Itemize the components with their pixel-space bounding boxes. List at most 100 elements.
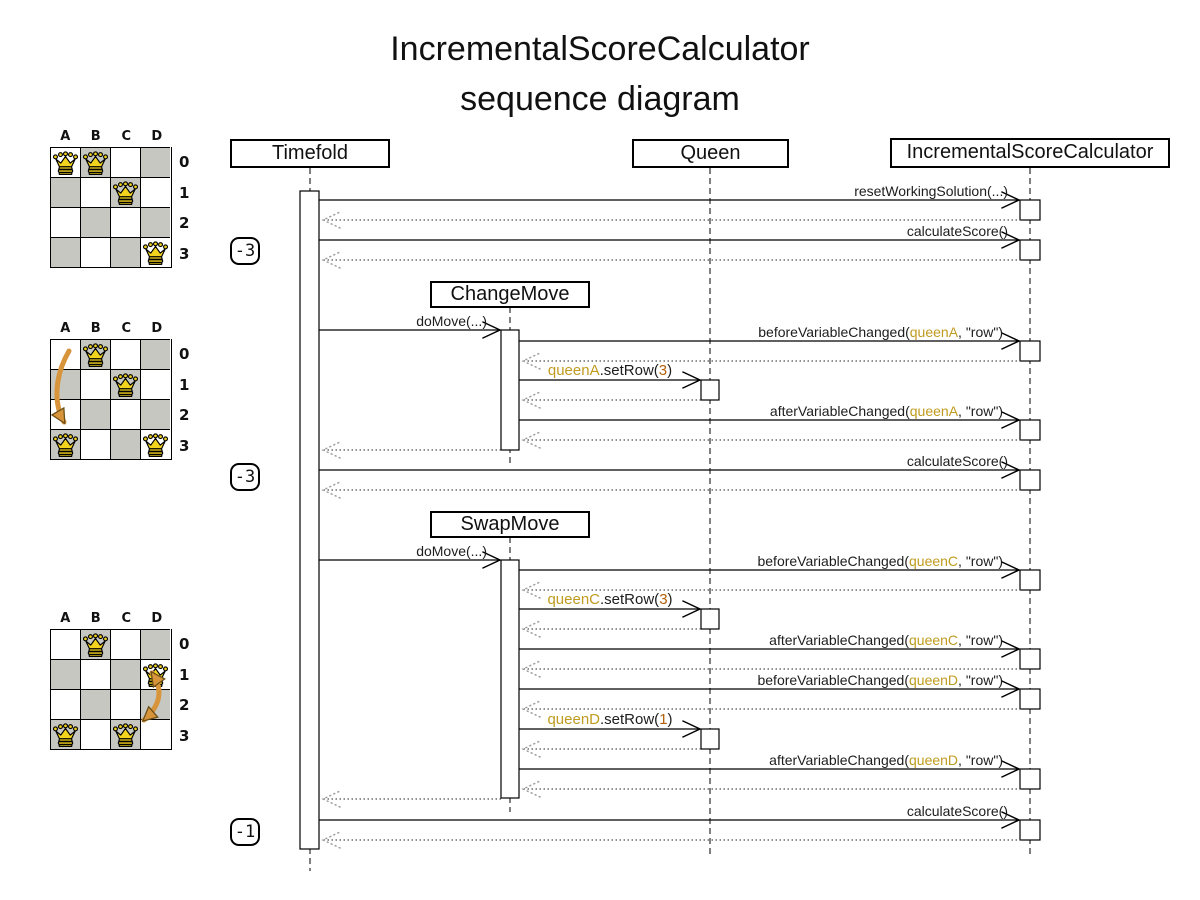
board-cell-A1 [50,659,80,689]
board-cell-B0 [80,147,110,177]
board-cell-D0 [140,339,170,369]
column-label-D: D [151,321,163,336]
queen-icon [82,151,109,176]
board-cell-D3 [140,429,170,459]
column-label-A: A [60,321,71,336]
board-cell-C1 [110,659,140,689]
activation-calculator [1019,419,1041,441]
row-label-2: 2 [179,696,190,714]
board-cell-C3 [110,429,140,459]
activation-calculator [1019,469,1041,491]
queen-icon [112,373,139,398]
board-cell-A2 [50,207,80,237]
message-label-set-row-d: queenD.setRow(1) [547,711,673,728]
column-label-A: A [60,611,71,626]
board-cell-A0 [50,147,80,177]
column-label-D: D [151,611,163,626]
activation-calculator [1019,199,1041,221]
board-cell-B1 [80,659,110,689]
activation-queen [700,728,720,750]
activation-calculator [1019,768,1041,790]
diagram-title-line1: IncrementalScoreCalculator [390,30,810,68]
message-label-do-move-2: doMove(...) [416,543,487,559]
board-cell-D1 [140,177,170,207]
diagram-title: IncrementalScoreCalculator sequence diag… [0,24,1200,124]
activation-calculator [1019,340,1041,362]
activation-calculator [1019,688,1041,710]
board-cell-B0 [80,629,110,659]
participant-queen: Queen [632,139,789,168]
activation-changemove [500,329,520,451]
queen-icon [142,433,169,458]
activation-queen [700,379,720,401]
change-move-arrow [50,348,72,425]
queen-icon [52,433,79,458]
board-cell-B3 [80,237,110,267]
row-label-2: 2 [179,214,190,232]
activation-calculator [1019,648,1041,670]
diagram-title-line2: sequence diagram [460,80,740,118]
message-label-do-move-1: doMove(...) [416,313,487,329]
activation-calculator [1019,239,1041,261]
board-cell-B2 [80,689,110,719]
row-label-1: 1 [179,183,190,202]
score-badge-2: -3 [230,463,260,491]
board-cell-C2 [110,399,140,429]
board-cell-C2 [110,207,140,237]
column-label-A: A [60,129,71,144]
row-label-1: 1 [179,375,190,394]
message-label-after-variable-changed-c: afterVariableChanged(queenC, "row") [769,632,1003,648]
board-cell-D0 [140,629,170,659]
column-label-B: B [90,321,101,336]
board-cell-D2 [140,399,170,429]
message-label-set-row-a: queenA.setRow(3) [547,362,673,379]
board-cell-D1 [140,369,170,399]
score-badge-1: -3 [230,237,260,265]
queen-icon [52,723,79,748]
board-cell-C0 [110,147,140,177]
activation-calculator [1019,569,1041,591]
message-label-set-row-c: queenC.setRow(3) [547,591,673,608]
message-label-before-variable-changed-d: beforeVariableChanged(queenD, "row") [757,672,1003,688]
message-label-calculate-score-1: calculateScore() [906,223,1008,239]
queen-icon [112,723,139,748]
board-cell-A3 [50,429,80,459]
board-cell-A1 [50,177,80,207]
swap-move-arrow [141,670,166,723]
queen-icon [142,241,169,266]
message-label-after-variable-changed-d: afterVariableChanged(queenD, "row") [769,752,1003,768]
board-cell-B1 [80,369,110,399]
activation-swapmove [500,559,520,799]
board-cell-C2 [110,689,140,719]
row-label-0: 0 [179,345,190,363]
message-label-before-variable-changed-c: beforeVariableChanged(queenC, "row") [757,553,1003,569]
fragment-changemove: ChangeMove [430,281,590,308]
board-grid [50,147,172,268]
row-label-0: 0 [179,153,190,171]
row-label-3: 3 [179,244,190,263]
board-cell-B1 [80,177,110,207]
column-label-B: B [90,611,101,626]
row-label-2: 2 [179,406,190,424]
board-cell-D2 [140,207,170,237]
message-label-calculate-score-2: calculateScore() [906,453,1008,469]
board-cell-A2 [50,689,80,719]
queen-icon [82,343,109,368]
column-label-C: C [121,129,132,144]
message-label-reset-working-solution: resetWorkingSolution(...) [854,183,1008,199]
board-cell-D3 [140,237,170,267]
board-cell-C1 [110,177,140,207]
activation-calculator [1019,819,1041,841]
queen-icon [82,633,109,658]
board-cell-B3 [80,719,110,749]
board-cell-B3 [80,429,110,459]
column-label-C: C [121,321,132,336]
queen-icon [112,181,139,206]
row-label-3: 3 [179,726,190,745]
board-cell-A3 [50,237,80,267]
row-label-1: 1 [179,665,190,684]
score-badge-3: -1 [230,818,260,846]
board-cell-B0 [80,339,110,369]
queen-icon [52,151,79,176]
